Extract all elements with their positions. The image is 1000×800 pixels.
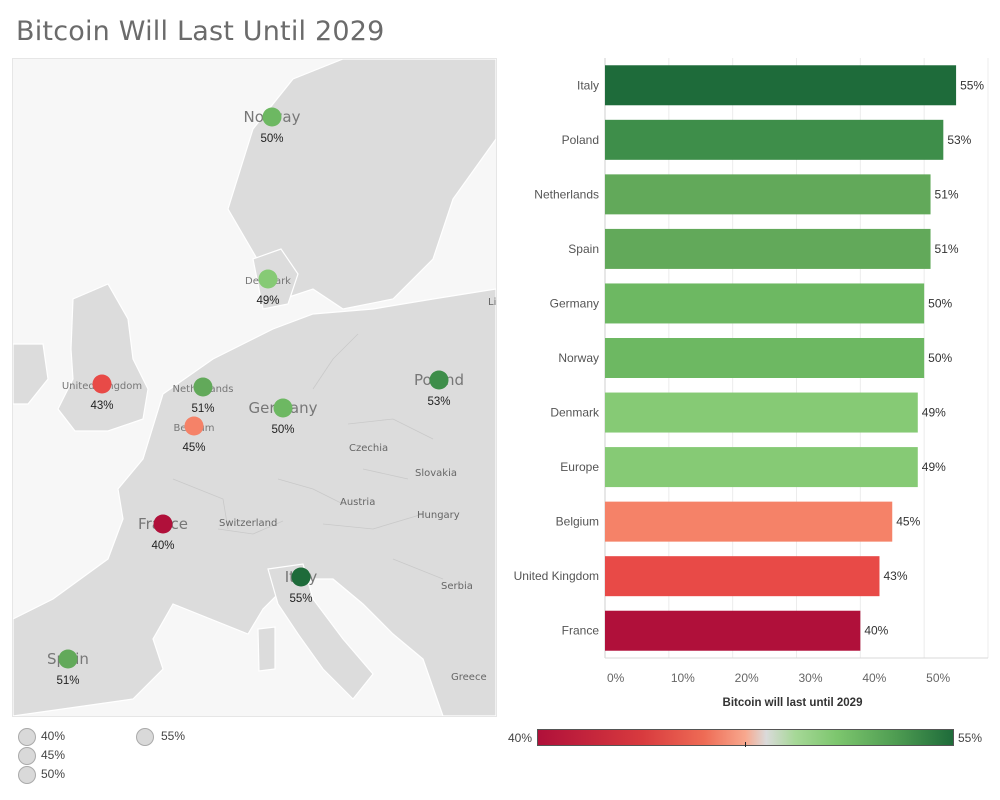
x-tick-label: 20% <box>735 671 759 685</box>
x-tick-label: 40% <box>862 671 886 685</box>
map-canvas: Czechia Slovakia Austria Hungary Switzer… <box>13 59 496 716</box>
map-point-france[interactable] <box>153 514 173 534</box>
color-legend: 40% 55% <box>505 725 995 755</box>
map-point-value-poland: 53% <box>427 396 450 408</box>
bar-chart: 0%10%20%30%40%50%60%Bitcoin will last un… <box>514 58 989 709</box>
x-tick-label: 50% <box>926 671 950 685</box>
x-tick-label: 0% <box>607 671 625 685</box>
map-point-germany[interactable] <box>273 398 293 418</box>
category-label-denmark: Denmark <box>550 406 600 420</box>
map-point-value-spain: 51% <box>56 675 79 687</box>
bar-poland[interactable] <box>605 119 944 160</box>
size-legend-40-label: 40% <box>41 729 66 743</box>
great-britain-shape <box>57 283 149 432</box>
page-title: Bitcoin Will Last Until 2029 <box>16 16 385 47</box>
category-label-europe: Europe <box>560 460 599 474</box>
category-label-spain: Spain <box>568 242 599 256</box>
map-point-value-italy: 55% <box>289 593 312 605</box>
map-point-value-norway: 50% <box>260 133 283 145</box>
bar-netherlands[interactable] <box>605 174 931 215</box>
map-point-value-france: 40% <box>151 540 174 552</box>
color-legend-min-label: 40% <box>508 731 533 745</box>
value-label-spain: 51% <box>935 242 959 256</box>
category-label-italy: Italy <box>577 78 599 92</box>
color-legend-max-label: 55% <box>958 731 983 745</box>
category-label-poland: Poland <box>562 133 599 147</box>
x-tick-label: 30% <box>799 671 823 685</box>
x-tick-label: 10% <box>671 671 695 685</box>
bar-italy[interactable] <box>605 65 957 106</box>
basemap-label-czechia: Czechia <box>349 443 388 454</box>
map-point-denmark[interactable] <box>258 269 278 289</box>
value-label-denmark: 49% <box>922 406 946 420</box>
map-point-united-kingdom[interactable] <box>92 374 112 394</box>
value-label-poland: 53% <box>947 133 971 147</box>
size-legend-55-icon <box>136 728 154 746</box>
map-point-netherlands[interactable] <box>193 377 213 397</box>
value-label-belgium: 45% <box>896 515 920 529</box>
map-point-norway[interactable] <box>262 107 282 127</box>
category-label-norway: Norway <box>558 351 599 365</box>
basemap-label-slovakia: Slovakia <box>415 468 457 479</box>
size-legend-50-icon <box>18 766 36 784</box>
map-point-belgium[interactable] <box>184 416 204 436</box>
size-legend-45-icon <box>18 747 36 765</box>
category-label-united-kingdom: United Kingdom <box>514 569 599 583</box>
category-label-france: France <box>562 624 600 638</box>
basemap-label-li: Li <box>488 297 496 308</box>
bar-germany[interactable] <box>605 283 925 324</box>
basemap-label-hungary: Hungary <box>417 510 460 521</box>
value-label-italy: 55% <box>960 78 984 92</box>
size-legend-50-label: 50% <box>41 767 66 781</box>
europe-map[interactable]: Czechia Slovakia Austria Hungary Switzer… <box>12 58 497 717</box>
ireland-shape <box>13 343 49 405</box>
map-point-value-germany: 50% <box>271 424 294 436</box>
map-point-italy[interactable] <box>291 567 311 587</box>
basemap-label-switzerland: Switzerland <box>219 518 277 529</box>
value-label-france: 40% <box>864 624 888 638</box>
map-point-spain[interactable] <box>58 649 78 669</box>
value-label-germany: 50% <box>928 296 952 310</box>
category-label-germany: Germany <box>550 296 599 310</box>
size-legend-55-label: 55% <box>161 729 186 743</box>
map-point-value-netherlands: 51% <box>191 403 214 415</box>
x-axis-title: Bitcoin will last until 2029 <box>723 697 863 709</box>
color-legend-tick <box>745 742 746 747</box>
size-legend-40-icon <box>18 728 36 746</box>
map-point-value-united-kingdom: 43% <box>90 400 113 412</box>
size-legend-45-label: 45% <box>41 748 66 762</box>
bar-europe[interactable] <box>605 447 918 488</box>
sardinia-shape <box>257 626 276 672</box>
size-legend: 40% 45% 50% 55% <box>16 726 276 796</box>
bar-norway[interactable] <box>605 338 925 378</box>
bar-united-kingdom[interactable] <box>605 556 880 597</box>
map-point-value-belgium: 45% <box>182 442 205 454</box>
basemap-label-greece: Greece <box>451 672 487 683</box>
value-label-europe: 49% <box>922 460 946 474</box>
basemap-labels: Czechia Slovakia Austria Hungary Switzer… <box>219 297 496 683</box>
value-label-norway: 50% <box>928 351 952 365</box>
basemap-label-austria: Austria <box>340 497 375 508</box>
bar-belgium[interactable] <box>605 501 893 542</box>
bar-spain[interactable] <box>605 228 931 269</box>
map-point-poland[interactable] <box>429 370 449 390</box>
category-label-netherlands: Netherlands <box>534 187 599 201</box>
value-label-netherlands: 51% <box>935 187 959 201</box>
map-point-value-denmark: 49% <box>256 295 279 307</box>
category-label-belgium: Belgium <box>556 515 599 529</box>
bar-france[interactable] <box>605 610 861 651</box>
basemap-label-serbia: Serbia <box>441 581 473 592</box>
value-label-united-kingdom: 43% <box>883 569 907 583</box>
bar-denmark[interactable] <box>605 392 918 433</box>
